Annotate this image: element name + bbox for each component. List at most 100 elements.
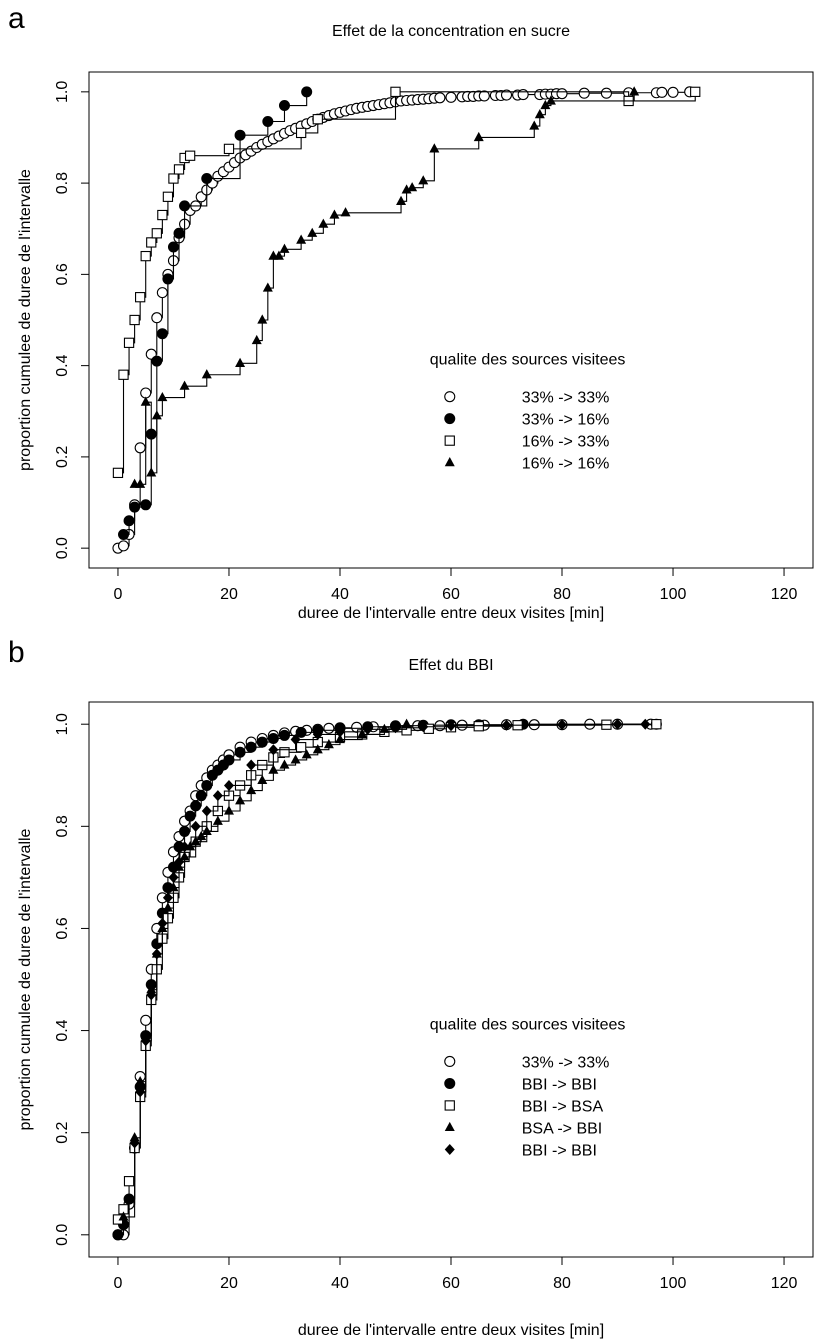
y-tick-label: 0.4 xyxy=(54,354,71,376)
data-point xyxy=(312,744,323,754)
data-point xyxy=(318,218,329,228)
x-axis-label: duree de l'intervalle entre deux visites… xyxy=(298,605,604,622)
data-point xyxy=(162,892,173,904)
data-point xyxy=(212,815,223,825)
series-2 xyxy=(112,86,701,479)
data-point xyxy=(279,243,290,253)
data-point xyxy=(190,820,201,832)
data-point xyxy=(540,99,551,110)
data-point xyxy=(273,250,284,260)
data-point xyxy=(268,744,279,756)
y-tick-label: 0.0 xyxy=(54,537,71,559)
data-point xyxy=(434,92,446,104)
y-tick-label: 0.2 xyxy=(54,1121,71,1143)
data-point xyxy=(357,728,368,739)
data-point xyxy=(112,467,124,479)
panel-letter: b xyxy=(8,636,25,669)
legend-marker xyxy=(444,435,455,446)
data-point xyxy=(334,733,345,744)
chart-panel-b: b Effet du BBI 0 20 40 60 80 100 120 0.0 0.2 0.4 0.6… xyxy=(8,636,814,1339)
data-point xyxy=(295,742,307,753)
data-point xyxy=(146,989,157,1001)
data-point xyxy=(223,779,234,791)
legend-label: 16% -> 16% xyxy=(522,456,610,473)
x-tick-label: 80 xyxy=(553,1275,571,1292)
data-point xyxy=(157,917,168,929)
x-tick-label: 80 xyxy=(553,586,571,603)
data-point xyxy=(379,723,390,733)
series-3 xyxy=(129,86,640,488)
legend-label: 33% -> 33% xyxy=(522,1054,610,1071)
data-point xyxy=(323,739,334,749)
x-tick-label: 60 xyxy=(442,586,460,603)
data-point xyxy=(656,86,668,98)
chart-panel-a: a Effet de la concentration en sucre 0 20 40… xyxy=(8,2,814,622)
legend-label: 33% -> 33% xyxy=(522,390,610,407)
data-point xyxy=(190,800,202,812)
x-tick-label: 0 xyxy=(114,1275,123,1292)
data-point xyxy=(129,501,141,513)
data-point xyxy=(257,774,268,784)
series-0 xyxy=(112,718,657,1241)
data-point xyxy=(212,790,223,802)
data-point xyxy=(140,1030,151,1040)
data-point xyxy=(168,173,179,184)
data-point xyxy=(174,856,185,868)
data-point xyxy=(334,726,345,738)
x-tick-label: 0 xyxy=(114,586,123,603)
data-point xyxy=(151,228,162,239)
series-4 xyxy=(124,718,651,1205)
y-tick-label: 0.2 xyxy=(54,446,71,468)
data-point xyxy=(151,948,162,960)
legend-title: qualite des sources visitees xyxy=(430,352,626,369)
chart-title: Effet du BBI xyxy=(408,657,493,674)
data-point xyxy=(157,391,168,402)
data-point xyxy=(600,87,612,99)
data-point xyxy=(362,723,373,735)
data-point xyxy=(162,273,174,285)
data-point xyxy=(201,173,213,185)
data-point xyxy=(151,312,163,324)
data-point xyxy=(278,100,290,112)
data-point xyxy=(151,355,163,367)
legend-label: BBI -> BSA xyxy=(522,1098,604,1115)
data-point xyxy=(140,1014,152,1026)
data-point xyxy=(156,328,168,340)
data-point xyxy=(140,250,151,262)
data-point xyxy=(201,779,213,791)
data-point xyxy=(117,540,130,552)
data-point xyxy=(135,1076,146,1086)
data-point xyxy=(173,164,185,175)
plot-frame xyxy=(88,71,814,569)
data-point xyxy=(295,127,307,139)
data-point xyxy=(407,182,418,192)
x-tick-label: 60 xyxy=(442,1275,460,1292)
data-point xyxy=(140,387,152,399)
legend-marker xyxy=(444,1100,455,1111)
x-tick-label: 20 xyxy=(220,1275,238,1292)
legend-marker xyxy=(444,413,456,425)
data-point xyxy=(278,729,290,741)
y-tick-label: 0.6 xyxy=(54,917,71,939)
data-point xyxy=(501,719,512,731)
data-point xyxy=(179,841,190,853)
data-point xyxy=(629,86,640,96)
data-point xyxy=(196,830,207,841)
data-point xyxy=(262,116,274,128)
x-tick-label: 40 xyxy=(331,586,349,603)
legend-label: BSA -> BBI xyxy=(522,1120,602,1137)
series-step-line xyxy=(117,91,691,549)
data-point xyxy=(429,143,440,153)
data-point xyxy=(268,764,279,774)
x-tick-label: 100 xyxy=(660,1275,687,1292)
data-point xyxy=(123,337,135,348)
data-point xyxy=(129,1137,140,1149)
data-point xyxy=(201,369,212,379)
data-point xyxy=(245,741,257,753)
data-point xyxy=(557,719,568,731)
data-point xyxy=(235,357,246,367)
data-point xyxy=(296,234,307,244)
legend-label: 33% -> 16% xyxy=(522,412,610,429)
data-point xyxy=(118,1211,129,1221)
